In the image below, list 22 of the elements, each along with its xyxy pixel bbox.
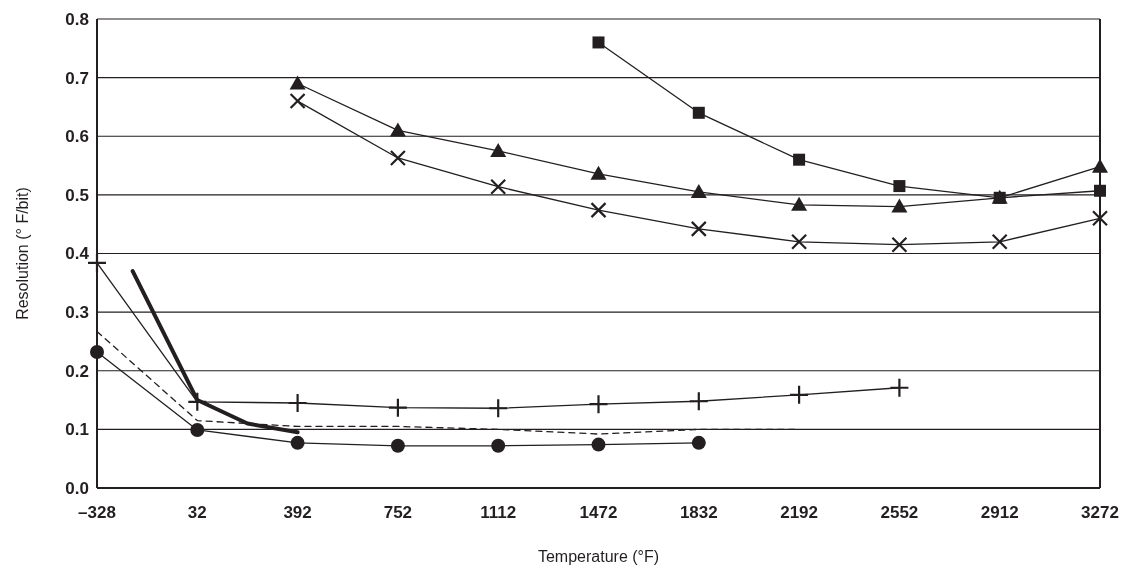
y-tick-label: 0.5 [65, 185, 89, 205]
y-tick-label: 0.4 [65, 244, 90, 264]
x-tick-label: 2912 [980, 503, 1019, 522]
y-tick-label: 0.0 [65, 478, 89, 498]
y-axis-title: Resolution (° F/bit) [14, 187, 31, 320]
x-tick-label: 1472 [579, 503, 618, 522]
y-tick-label: 0.2 [65, 361, 89, 381]
x-tick-label: 752 [383, 503, 413, 522]
x-tick-label: 3272 [1081, 503, 1119, 522]
x-tick-label: 2552 [880, 503, 919, 522]
x-tick-label: –328 [78, 503, 116, 522]
x-tick-label: 1832 [679, 503, 718, 522]
x-tick-label: 1112 [480, 503, 517, 522]
y-tick-label: 0.8 [65, 9, 89, 29]
x-axis-title: Temperature (°F) [537, 548, 660, 565]
x-tick-label: 2192 [780, 503, 819, 522]
y-tick-label: 0.1 [65, 420, 89, 440]
x-tick-label: 392 [283, 503, 312, 522]
y-tick-label: 0.6 [65, 127, 89, 147]
y-tick-label: 0.3 [65, 303, 89, 323]
y-tick-label: 0.7 [65, 68, 89, 88]
x-tick-label: 32 [187, 503, 207, 522]
